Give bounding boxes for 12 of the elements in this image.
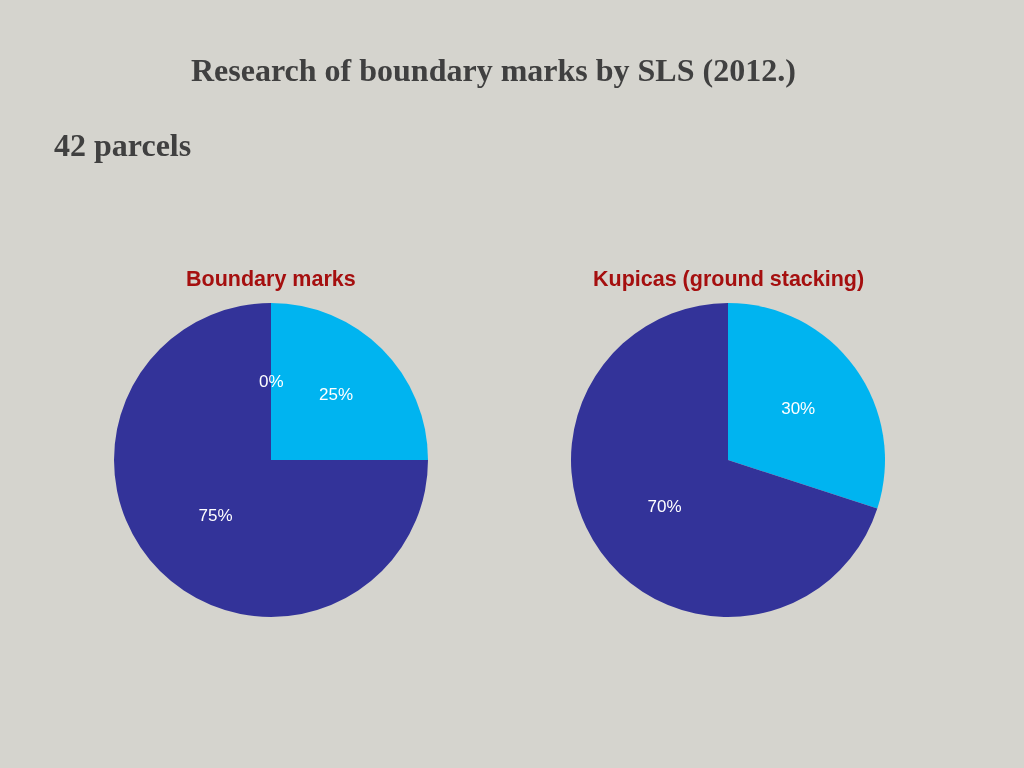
pie-slice: [571, 303, 878, 617]
pie-slice: [114, 303, 428, 617]
data-label: 75%: [198, 506, 233, 526]
data-label: 70%: [647, 496, 682, 516]
text: Research of boundary marks by SLS (2012.): [191, 52, 796, 88]
text: 42 parcels: [54, 127, 192, 163]
chart-title: Boundary marks: [186, 267, 356, 291]
data-label: 0%: [259, 372, 284, 391]
pie-slice: [728, 303, 885, 509]
data-label: 30%: [781, 399, 816, 419]
data-label: 25%: [319, 385, 354, 405]
chart-title: Kupicas (ground stacking): [593, 267, 865, 291]
